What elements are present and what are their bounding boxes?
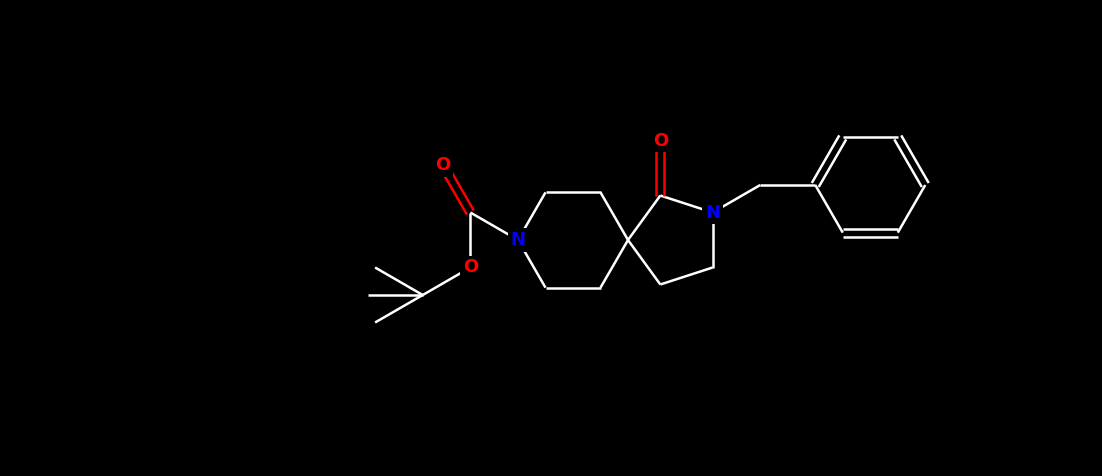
Text: N: N xyxy=(510,231,526,249)
Text: O: O xyxy=(435,156,451,174)
Text: O: O xyxy=(463,258,478,277)
Text: N: N xyxy=(705,204,720,221)
Text: O: O xyxy=(652,131,668,149)
